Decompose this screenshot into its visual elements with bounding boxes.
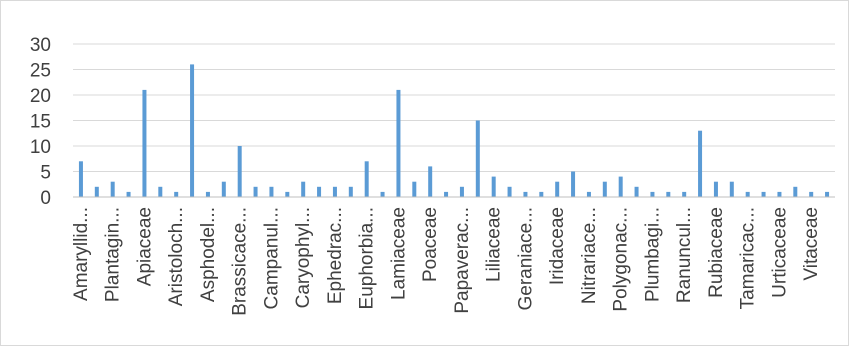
x-tick-label: Poaceae — [420, 207, 441, 282]
x-tick-label: Campanul... — [261, 207, 282, 309]
y-tick-label: 15 — [30, 112, 51, 133]
bar — [507, 186, 512, 197]
bar — [237, 146, 242, 197]
bar — [190, 64, 195, 198]
bar — [412, 181, 417, 197]
bar — [110, 181, 115, 197]
bar — [428, 166, 433, 197]
bar — [634, 186, 639, 197]
bar — [571, 171, 576, 197]
x-tick-label: Asphodel... — [198, 207, 219, 302]
bar — [396, 89, 401, 197]
x-tick-label: Plumbagi... — [642, 207, 663, 302]
x-tick-label: Ranuncul... — [674, 207, 695, 303]
bar — [713, 181, 718, 197]
gridlines — [73, 43, 835, 172]
bar — [555, 181, 560, 197]
x-tick-label: Caryophyl... — [293, 207, 314, 308]
x-tick-label: Iridaceae — [547, 207, 568, 285]
bar — [444, 191, 449, 197]
bar — [459, 186, 464, 197]
bar — [586, 191, 591, 197]
bar — [380, 191, 385, 197]
bar — [793, 186, 798, 197]
bar — [269, 186, 274, 197]
bar — [364, 161, 369, 197]
bar — [809, 191, 814, 197]
y-tick-label: 0 — [40, 188, 51, 209]
bar — [126, 191, 131, 197]
bar — [253, 186, 258, 197]
bar — [761, 191, 766, 197]
y-tick-label: 25 — [30, 61, 51, 82]
y-axis-tick-labels: 0 5 10 15 20 25 30 — [30, 35, 51, 209]
bar — [78, 161, 83, 197]
x-tick-label: Lamiaceae — [388, 207, 409, 300]
x-tick-label: Vitaceae — [801, 207, 822, 281]
bar — [475, 120, 480, 197]
x-tick-label: Tamaricac... — [738, 207, 759, 309]
bar — [174, 191, 179, 197]
bar — [777, 191, 782, 197]
x-tick-label: Urticaceae — [769, 207, 790, 298]
bar — [745, 191, 750, 197]
x-tick-label: Polygonac... — [611, 207, 632, 312]
x-tick-label: Papaverac... — [452, 207, 473, 314]
bar — [602, 181, 607, 197]
x-tick-label: Nitrariace... — [579, 207, 600, 304]
x-tick-label: Aristoloch... — [166, 207, 187, 306]
bar — [142, 89, 147, 197]
x-tick-label: Rubiaceae — [706, 207, 727, 298]
x-tick-label: Amaryllid... — [71, 207, 92, 301]
bar — [221, 181, 226, 197]
bar — [729, 181, 734, 197]
bar — [523, 191, 528, 197]
x-tick-label: Liliaceae — [484, 207, 505, 282]
y-tick-label: 5 — [40, 163, 51, 184]
bar — [825, 191, 830, 197]
x-tick-label: Plantagin... — [103, 207, 124, 302]
bar — [285, 191, 290, 197]
bar — [94, 186, 99, 197]
x-tick-label: Euphorbia... — [357, 207, 378, 309]
bar — [666, 191, 671, 197]
y-tick-label: 10 — [30, 137, 51, 158]
x-tick-label: Brassicace... — [230, 207, 251, 316]
bar — [205, 191, 210, 197]
bar — [301, 181, 306, 197]
x-tick-label: Geraniace... — [515, 207, 536, 311]
bar — [650, 191, 655, 197]
bar — [158, 186, 163, 197]
bars — [78, 64, 830, 198]
bar — [317, 186, 322, 197]
bar — [348, 186, 353, 197]
bar — [539, 191, 544, 197]
x-tick-label: Ephedrac... — [325, 207, 346, 304]
x-tick-label: Apiaceae — [134, 207, 155, 286]
bar — [618, 176, 623, 197]
bar — [682, 191, 687, 197]
y-tick-label: 20 — [30, 86, 51, 107]
y-tick-label: 30 — [30, 35, 51, 56]
bar — [698, 130, 703, 197]
x-axis-tick-labels: Amaryllid... Plantagin... Apiaceae Aristolo… — [71, 207, 822, 316]
bar — [491, 176, 496, 197]
bar — [332, 186, 337, 197]
